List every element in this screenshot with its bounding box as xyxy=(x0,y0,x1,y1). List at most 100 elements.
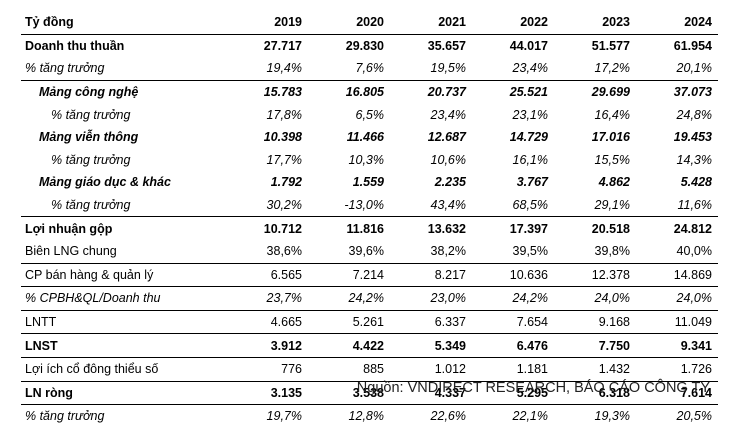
header-year-2020: 2020 xyxy=(308,11,390,34)
row-value: 12.687 xyxy=(390,126,472,149)
row-value: 17,7% xyxy=(226,149,308,172)
row-label: CP bán hàng & quản lý xyxy=(21,263,226,287)
row-value: 776 xyxy=(226,357,308,381)
row-value: 14.869 xyxy=(636,263,718,287)
row-value: 29.699 xyxy=(554,80,636,103)
header-year-2019: 2019 xyxy=(226,11,308,34)
table-row: % tăng trưởng 17,8% 6,5% 23,4% 23,1% 16,4% 24,… xyxy=(21,103,718,126)
row-value: 51.577 xyxy=(554,34,636,57)
row-value: 44.017 xyxy=(472,34,554,57)
row-label: Doanh thu thuần xyxy=(21,34,226,57)
row-value: 6.476 xyxy=(472,334,554,358)
row-value: 11.049 xyxy=(636,310,718,334)
row-value: 29.830 xyxy=(308,34,390,57)
header-year-2024: 2024 xyxy=(636,11,718,34)
row-value: 7,6% xyxy=(308,57,390,80)
row-value: 16.805 xyxy=(308,80,390,103)
table-row: LNTT 4.665 5.261 6.337 7.654 9.168 11.049 xyxy=(21,310,718,334)
row-value: 19.453 xyxy=(636,126,718,149)
row-label: % tăng trưởng xyxy=(21,57,226,80)
row-value: 10.712 xyxy=(226,217,308,240)
row-value: 6.337 xyxy=(390,310,472,334)
row-label: LNTT xyxy=(21,310,226,334)
header-year-2022: 2022 xyxy=(472,11,554,34)
row-value: 9.168 xyxy=(554,310,636,334)
table-row: % tăng trưởng 17,7% 10,3% 10,6% 16,1% 15,5% 14… xyxy=(21,149,718,172)
row-value: 4.422 xyxy=(308,334,390,358)
row-value: 38,2% xyxy=(390,240,472,263)
row-value: 24,0% xyxy=(554,287,636,311)
row-value: 17.397 xyxy=(472,217,554,240)
row-value: 10,3% xyxy=(308,149,390,172)
table-row: % tăng trưởng 19,4% 7,6% 19,5% 23,4% 17,2% 20,… xyxy=(21,57,718,80)
row-value: 7.654 xyxy=(472,310,554,334)
row-value: 23,4% xyxy=(472,57,554,80)
row-label: % tăng trưởng xyxy=(21,149,226,172)
row-value: 61.954 xyxy=(636,34,718,57)
table-row: % CPBH&QL/Doanh thu 23,7% 24,2% 23,0% 24,2% 2… xyxy=(21,287,718,311)
row-label: LNST xyxy=(21,334,226,358)
row-value: 17,2% xyxy=(554,57,636,80)
row-value: 885 xyxy=(308,357,390,381)
table-row: Mảng viễn thông 10.398 11.466 12.687 14.729 1… xyxy=(21,126,718,149)
row-value: 7.214 xyxy=(308,263,390,287)
row-value: -13,0% xyxy=(308,194,390,217)
table-row: Lợi ích cổ đông thiểu số 776 885 1.012 1.181… xyxy=(21,357,718,381)
row-value: 20.518 xyxy=(554,217,636,240)
row-value: 37.073 xyxy=(636,80,718,103)
row-value: 4.665 xyxy=(226,310,308,334)
row-value: 68,5% xyxy=(472,194,554,217)
row-label: Mảng công nghệ xyxy=(21,80,226,103)
header-year-2023: 2023 xyxy=(554,11,636,34)
row-value: 20,5% xyxy=(636,405,718,428)
row-value: 29,1% xyxy=(554,194,636,217)
row-value: 39,5% xyxy=(472,240,554,263)
row-value: 10,6% xyxy=(390,149,472,172)
row-value: 24.812 xyxy=(636,217,718,240)
source-note: Nguồn: VNDIRECT RESEARCH, BÁO CÁO CÔNG T… xyxy=(0,380,710,396)
row-value: 20.737 xyxy=(390,80,472,103)
row-value: 35.657 xyxy=(390,34,472,57)
row-value: 2.235 xyxy=(390,171,472,194)
row-value: 11.816 xyxy=(308,217,390,240)
financial-table-figure: Tỷ đồng 2019 2020 2021 2022 2023 2024 Do… xyxy=(0,0,743,406)
table-row: Mảng giáo dục & khác 1.792 1.559 2.235 3.767… xyxy=(21,171,718,194)
table-row: Biên LNG chung 38,6% 39,6% 38,2% 39,5% 39,8% 4… xyxy=(21,240,718,263)
row-value: 39,8% xyxy=(554,240,636,263)
row-value: 5.428 xyxy=(636,171,718,194)
row-value: 23,4% xyxy=(390,103,472,126)
row-value: 4.862 xyxy=(554,171,636,194)
row-value: 39,6% xyxy=(308,240,390,263)
row-value: 12.378 xyxy=(554,263,636,287)
row-label: % CPBH&QL/Doanh thu xyxy=(21,287,226,311)
financial-table: Tỷ đồng 2019 2020 2021 2022 2023 2024 Do… xyxy=(21,11,718,428)
row-value: 7.750 xyxy=(554,334,636,358)
row-value: 1.432 xyxy=(554,357,636,381)
row-value: 12,8% xyxy=(308,405,390,428)
row-value: 19,5% xyxy=(390,57,472,80)
row-label: Lợi nhuận gộp xyxy=(21,217,226,240)
row-value: 22,1% xyxy=(472,405,554,428)
row-value: 5.261 xyxy=(308,310,390,334)
table-row: LNST 3.912 4.422 5.349 6.476 7.750 9.341 xyxy=(21,334,718,358)
table-row: CP bán hàng & quản lý 6.565 7.214 8.217 10.6… xyxy=(21,263,718,287)
table-row: % tăng trưởng 19,7% 12,8% 22,6% 22,1% 19,3% 20… xyxy=(21,405,718,428)
row-label: % tăng trưởng xyxy=(21,194,226,217)
table-row: Doanh thu thuần 27.717 29.830 35.657 44.017 5… xyxy=(21,34,718,57)
row-value: 14.729 xyxy=(472,126,554,149)
row-value: 1.012 xyxy=(390,357,472,381)
row-value: 15.783 xyxy=(226,80,308,103)
row-value: 3.912 xyxy=(226,334,308,358)
row-value: 1.181 xyxy=(472,357,554,381)
table-header-row: Tỷ đồng 2019 2020 2021 2022 2023 2024 xyxy=(21,11,718,34)
row-value: 40,0% xyxy=(636,240,718,263)
row-value: 6,5% xyxy=(308,103,390,126)
row-value: 25.521 xyxy=(472,80,554,103)
row-value: 11.466 xyxy=(308,126,390,149)
table-row: % tăng trưởng 30,2% -13,0% 43,4% 68,5% 29,1% 1… xyxy=(21,194,718,217)
row-value: 17,8% xyxy=(226,103,308,126)
row-value: 24,8% xyxy=(636,103,718,126)
row-value: 20,1% xyxy=(636,57,718,80)
row-value: 1.726 xyxy=(636,357,718,381)
table-row: Lợi nhuận gộp 10.712 11.816 13.632 17.397 20.… xyxy=(21,217,718,240)
